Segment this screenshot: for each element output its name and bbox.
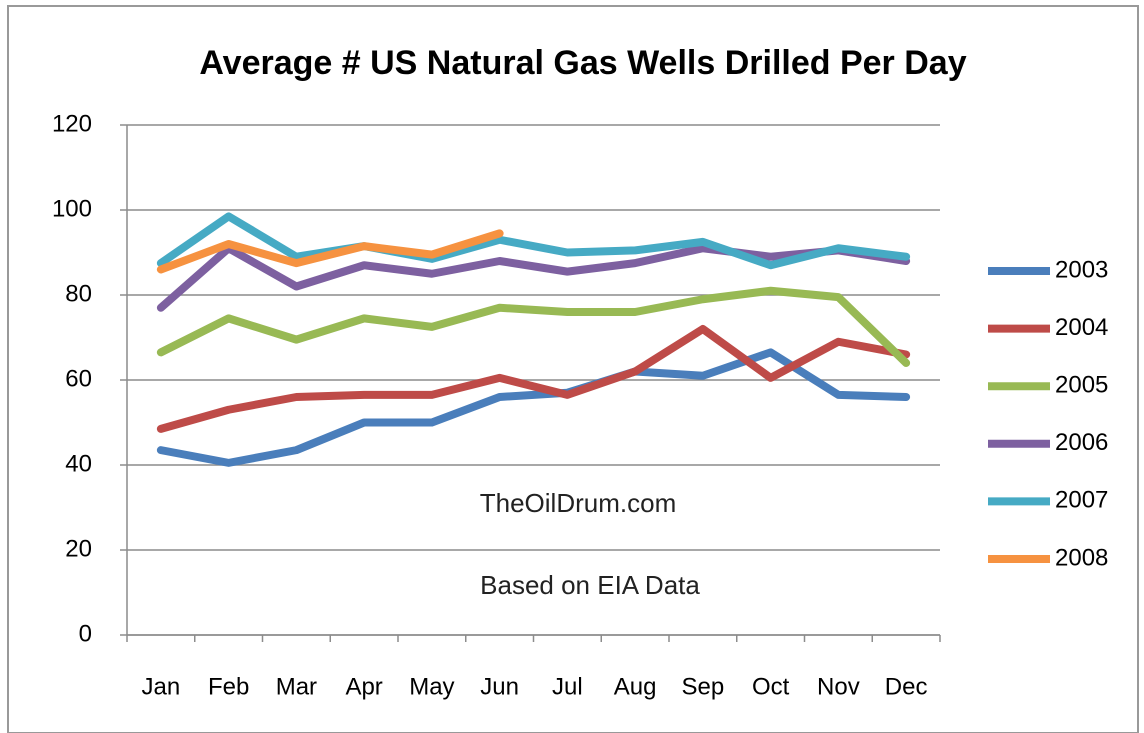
x-tick-label: Feb xyxy=(208,673,249,700)
legend-label: 2008 xyxy=(1055,544,1108,571)
legend-label: 2006 xyxy=(1055,429,1108,456)
x-tick-label: Jan xyxy=(142,673,181,700)
y-tick-label: 80 xyxy=(65,280,92,307)
x-tick-label: Jul xyxy=(552,673,583,700)
y-tick-label: 60 xyxy=(65,365,92,392)
x-tick-label: Apr xyxy=(345,673,382,700)
x-tick-label: May xyxy=(409,673,454,700)
annotation: Based on EIA Data xyxy=(480,570,700,600)
x-tick-label: Dec xyxy=(885,673,928,700)
annotation: TheOilDrum.com xyxy=(480,488,676,518)
series-line xyxy=(156,348,911,467)
chart-border xyxy=(7,5,1139,733)
x-tick-label: Jun xyxy=(480,673,519,700)
y-tick-label: 120 xyxy=(52,110,92,137)
x-tick-label: Sep xyxy=(682,673,725,700)
series-line xyxy=(156,229,504,274)
x-tick-label: Oct xyxy=(752,673,790,700)
y-tick-label: 40 xyxy=(65,450,92,477)
series-line xyxy=(156,212,911,270)
series-line xyxy=(156,286,911,367)
y-tick-label: 20 xyxy=(65,535,92,562)
series-line xyxy=(156,325,911,433)
y-tick-label: 100 xyxy=(52,195,92,222)
series-line xyxy=(156,244,911,312)
x-tick-label: Aug xyxy=(614,673,657,700)
chart-title: Average # US Natural Gas Wells Drilled P… xyxy=(199,44,966,82)
x-tick-label: Nov xyxy=(817,673,860,700)
x-tick-label: Mar xyxy=(276,673,317,700)
legend-label: 2003 xyxy=(1055,256,1108,283)
legend-label: 2005 xyxy=(1055,372,1108,399)
legend-label: 2004 xyxy=(1055,314,1108,341)
legend-label: 2007 xyxy=(1055,487,1108,514)
y-tick-label: 0 xyxy=(79,620,92,647)
